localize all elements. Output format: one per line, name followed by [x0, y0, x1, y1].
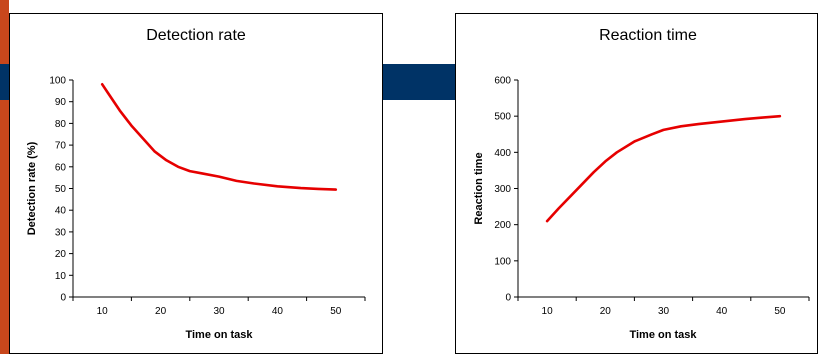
y-tick-label: 50 — [55, 184, 67, 195]
y-axis-label: Detection rate (%) — [26, 141, 38, 235]
y-tick-label: 300 — [494, 184, 511, 195]
x-tick-label: 20 — [600, 306, 612, 317]
x-tick-label: 30 — [658, 306, 670, 317]
y-axis-label: Reaction time — [473, 152, 485, 224]
y-tick-label: 80 — [55, 119, 67, 130]
y-tick-label: 600 — [494, 76, 511, 87]
decorative-left-strip — [0, 0, 9, 354]
detection-rate-chart: Detection rate 0 10 20 30 40 50 60 70 80 90 100 10 20… — [26, 27, 366, 341]
y-tick-label: 60 — [55, 162, 67, 173]
x-tick-label: 50 — [330, 306, 342, 317]
y-tick-label: 20 — [55, 249, 67, 260]
detection-rate-chart-panel: Detection rate 0 10 20 30 40 50 60 70 80 90 100 10 20… — [9, 13, 383, 354]
x-axis-label: Time on task — [629, 329, 697, 341]
x-tick-label: 20 — [155, 306, 167, 317]
y-tick-label: 70 — [55, 141, 67, 152]
x-tick-label: 30 — [213, 306, 225, 317]
reaction-time-chart: Reaction time 0 100 200 300 400 500 600 10 20 30 40… — [473, 27, 810, 341]
chart-title: Detection rate — [146, 27, 246, 44]
x-axis-label: Time on task — [185, 329, 253, 341]
x-tick-label: 10 — [542, 306, 554, 317]
y-tick-label: 200 — [494, 220, 511, 231]
x-tick-label: 40 — [272, 306, 284, 317]
y-tick-label: 30 — [55, 227, 67, 238]
x-tick-label: 10 — [97, 306, 109, 317]
y-tick-label: 400 — [494, 148, 511, 159]
y-tick-label: 100 — [49, 76, 66, 87]
series-line — [545, 114, 782, 223]
y-tick-label: 100 — [494, 256, 511, 267]
x-tick-label: 50 — [774, 306, 786, 317]
y-tick-label: 0 — [505, 293, 511, 304]
y-tick-label: 90 — [55, 97, 67, 108]
x-tick-label: 40 — [716, 306, 728, 317]
y-tick-label: 10 — [55, 271, 67, 282]
chart-title: Reaction time — [599, 27, 697, 44]
reaction-time-chart-panel: Reaction time 0 100 200 300 400 500 600 10 20 30 40… — [455, 13, 818, 354]
series-line — [100, 83, 338, 191]
y-tick-label: 40 — [55, 206, 67, 217]
y-tick-label: 500 — [494, 112, 511, 123]
y-tick-label: 0 — [60, 293, 66, 304]
